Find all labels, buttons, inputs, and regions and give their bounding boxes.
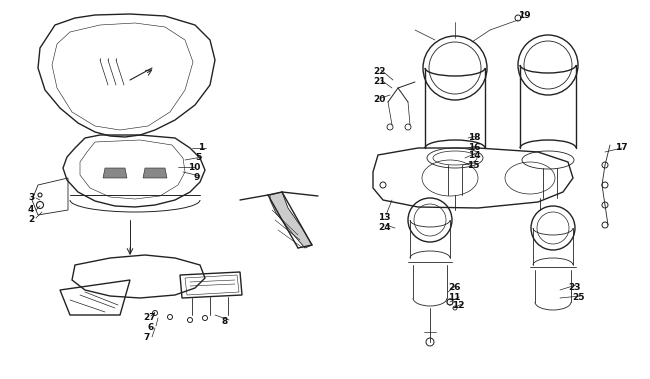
Text: 27: 27 — [143, 313, 155, 323]
Text: 11: 11 — [448, 293, 460, 302]
Text: 17: 17 — [615, 144, 628, 152]
Polygon shape — [270, 192, 312, 248]
Text: 16: 16 — [468, 144, 480, 152]
Text: 18: 18 — [468, 133, 480, 143]
Text: 1: 1 — [198, 144, 204, 152]
Text: 26: 26 — [448, 283, 460, 293]
Text: 19: 19 — [518, 11, 530, 19]
Text: 7: 7 — [143, 332, 150, 341]
Text: 5: 5 — [195, 153, 202, 163]
Text: 3: 3 — [28, 194, 34, 202]
Text: 25: 25 — [572, 293, 584, 302]
Text: 20: 20 — [373, 96, 385, 105]
Text: 23: 23 — [568, 283, 580, 293]
Text: 6: 6 — [148, 324, 154, 332]
Polygon shape — [103, 168, 127, 178]
Text: 22: 22 — [373, 67, 385, 77]
Text: 13: 13 — [378, 213, 391, 222]
Text: 10: 10 — [188, 163, 200, 172]
Text: 4: 4 — [28, 205, 34, 215]
Text: 14: 14 — [468, 150, 480, 160]
Text: 24: 24 — [378, 224, 391, 232]
Text: 9: 9 — [193, 174, 200, 183]
Text: 8: 8 — [222, 318, 228, 326]
Text: 15: 15 — [467, 160, 480, 169]
Text: 2: 2 — [28, 216, 34, 224]
Polygon shape — [143, 168, 167, 178]
Text: 12: 12 — [452, 302, 465, 310]
Text: 21: 21 — [373, 77, 385, 86]
